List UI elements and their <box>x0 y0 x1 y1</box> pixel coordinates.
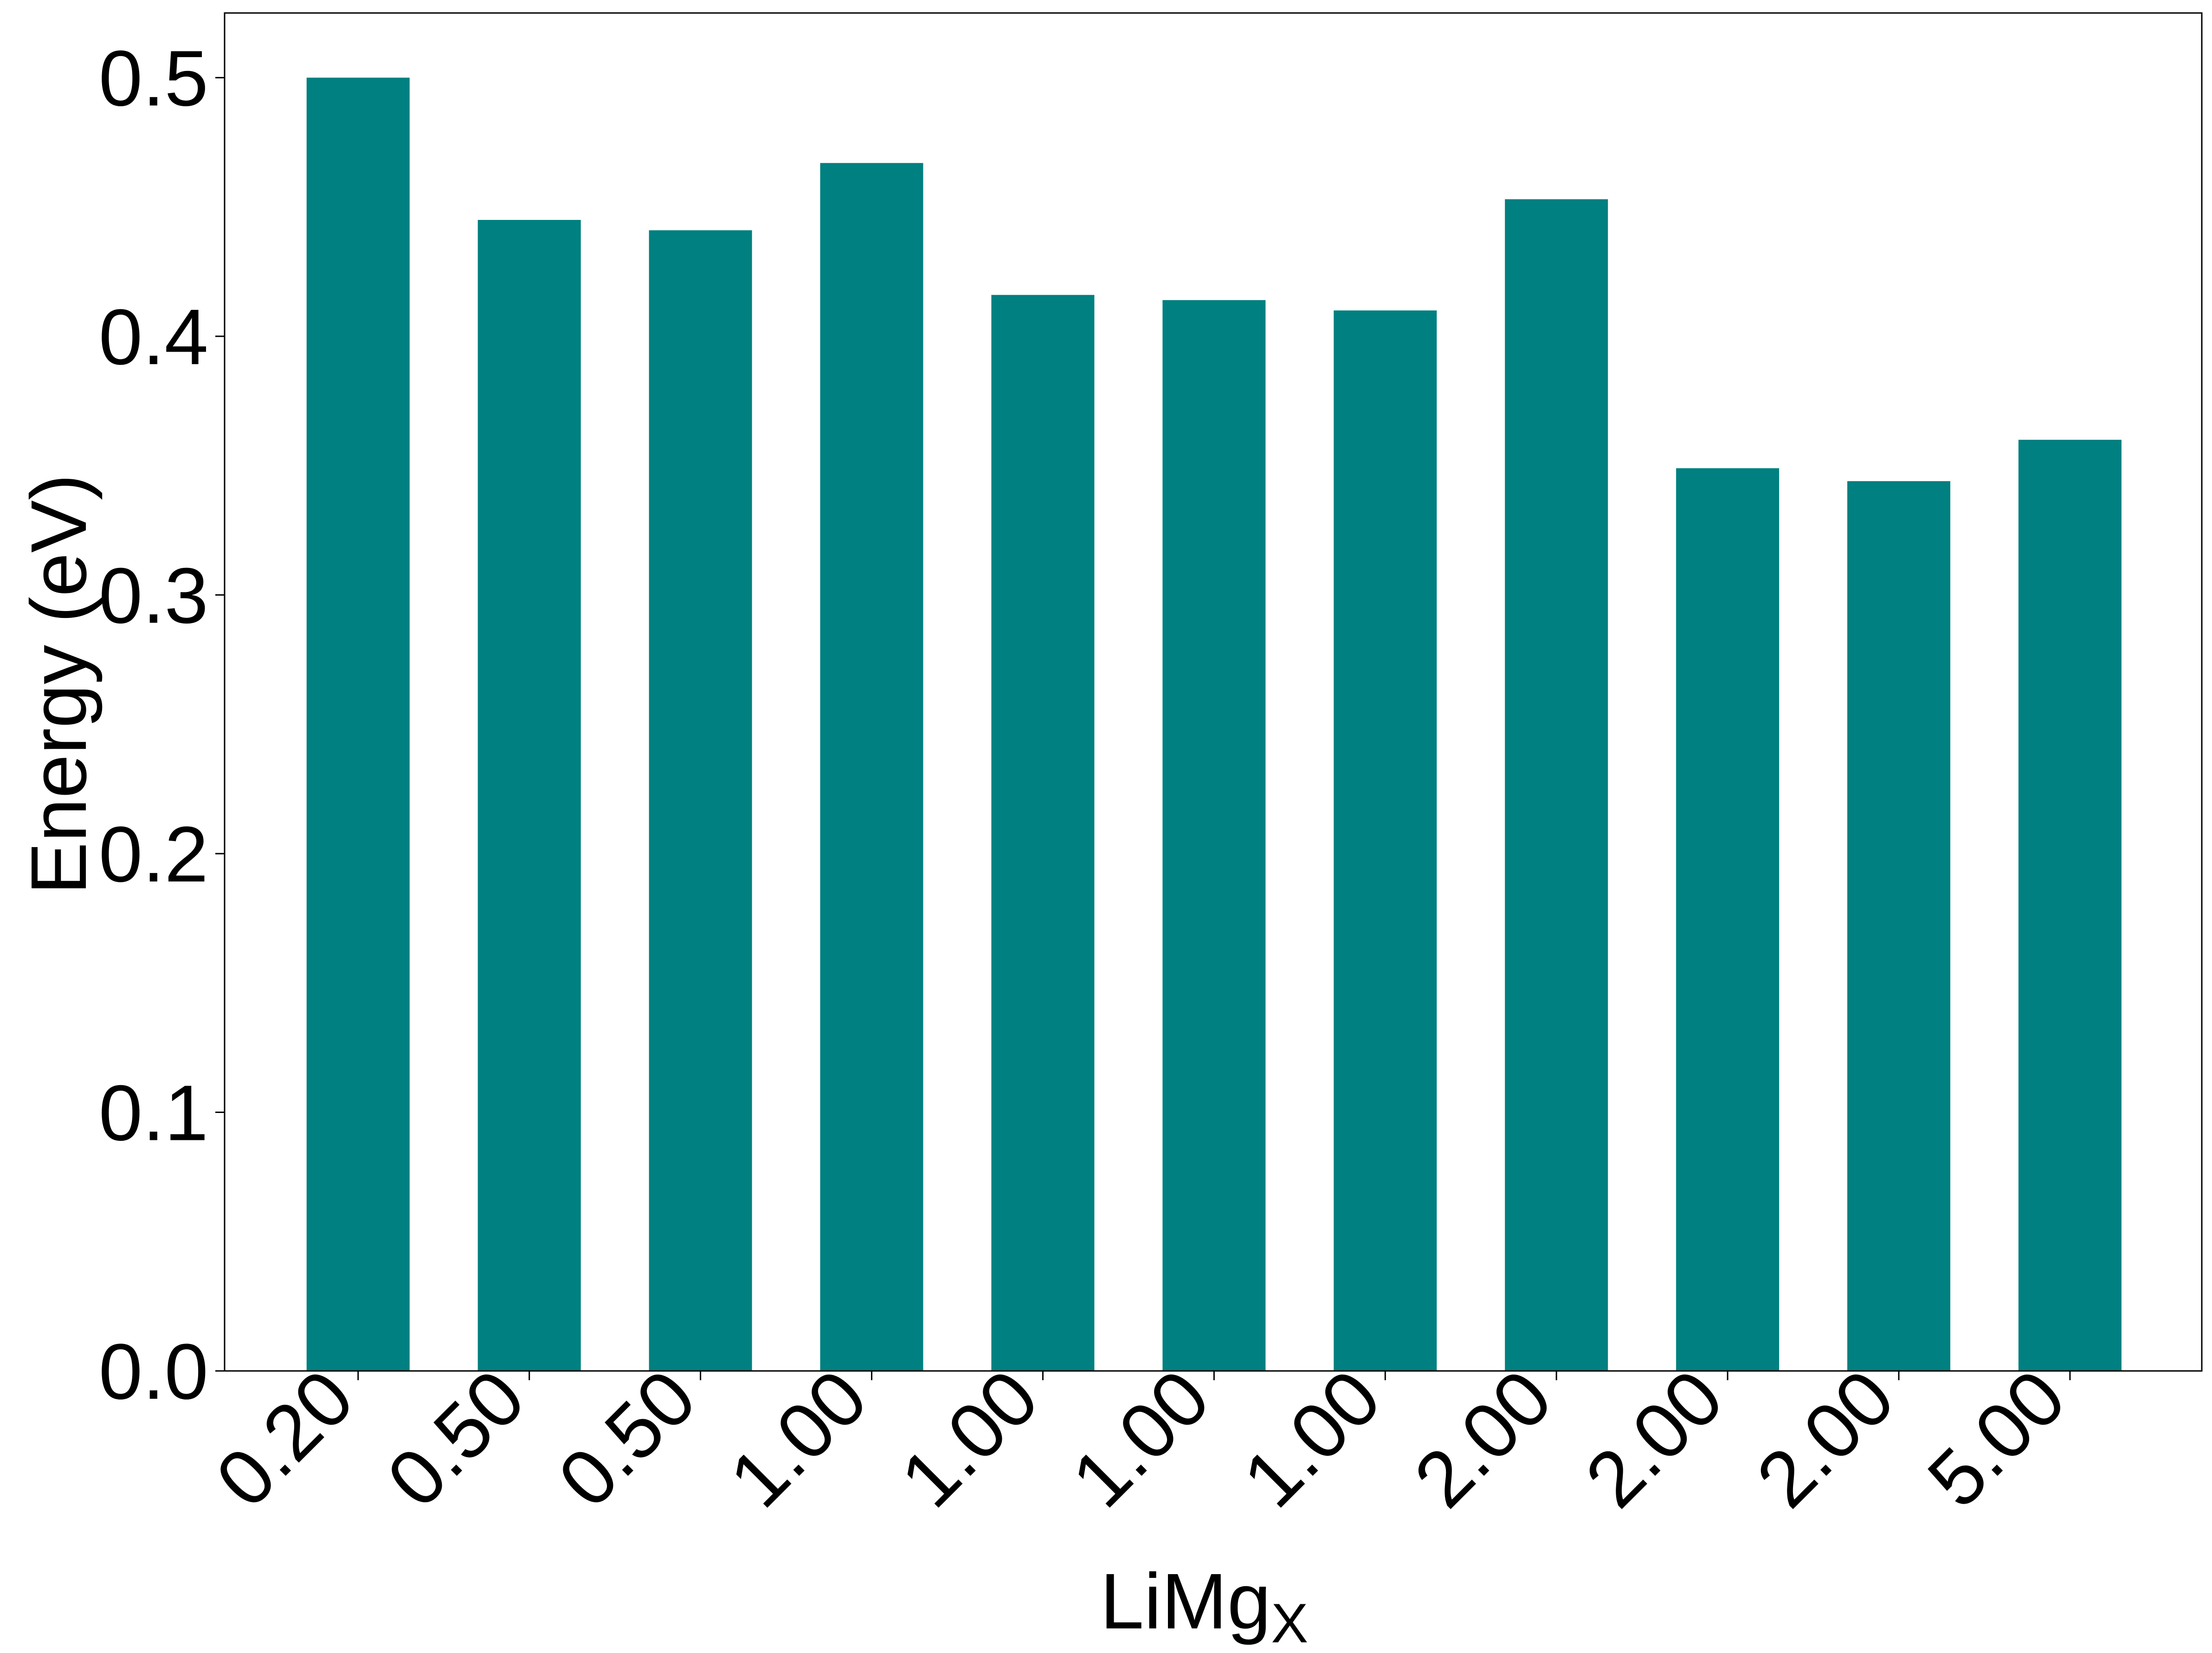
bar-10 <box>2018 439 2122 1371</box>
x-tick-label-8: 2.00 <box>1569 1353 1740 1524</box>
x-tick-label-7: 2.00 <box>1398 1353 1568 1524</box>
y-tick-label-3: 0.3 <box>99 552 208 640</box>
y-tick-label-0: 0.0 <box>99 1328 208 1416</box>
y-tick-label-1: 0.1 <box>99 1069 208 1157</box>
x-axis-ticks: 0.20 0.50 0.50 1.00 1.00 1.00 1.00 2.00 2.00 2.00… <box>200 1353 2082 1524</box>
x-axis-label: LiMgX <box>1100 1557 1309 1651</box>
bar-7 <box>1505 199 1608 1371</box>
x-tick-label-4: 1.00 <box>884 1353 1055 1524</box>
bar-9 <box>1847 481 1951 1371</box>
x-axis-label-main: LiMg <box>1100 1557 1271 1646</box>
y-axis-label: Energy (eV) <box>15 474 103 894</box>
x-tick-label-9: 2.00 <box>1740 1353 1911 1524</box>
bar-0 <box>306 77 410 1371</box>
bar-6 <box>1334 310 1437 1371</box>
y-tick-label-4: 0.4 <box>99 293 208 381</box>
x-tick-label-6: 1.00 <box>1226 1353 1397 1524</box>
x-tick-label-1: 0.50 <box>371 1353 542 1524</box>
y-tick-label-2: 0.2 <box>99 810 208 899</box>
bar-1 <box>477 220 581 1371</box>
x-tick-label-10: 5.00 <box>1911 1353 2082 1524</box>
bar-8 <box>1676 468 1780 1371</box>
plot-frame <box>224 12 2203 1372</box>
bar-2 <box>649 230 752 1371</box>
bar-3 <box>820 163 923 1371</box>
bars-layer <box>306 77 2122 1371</box>
x-tick-label-2: 0.50 <box>542 1353 712 1524</box>
x-tick-label-3: 1.00 <box>713 1353 884 1524</box>
y-axis-ticks: 0.0 0.1 0.2 0.3 0.4 0.5 <box>99 34 225 1416</box>
bar-4 <box>991 295 1095 1371</box>
x-tick-label-0: 0.20 <box>200 1353 370 1524</box>
x-tick-label-5: 1.00 <box>1055 1353 1226 1524</box>
bar-5 <box>1162 300 1266 1371</box>
x-axis-label-subscript: X <box>1271 1592 1308 1651</box>
y-tick-label-5: 0.5 <box>99 34 208 122</box>
